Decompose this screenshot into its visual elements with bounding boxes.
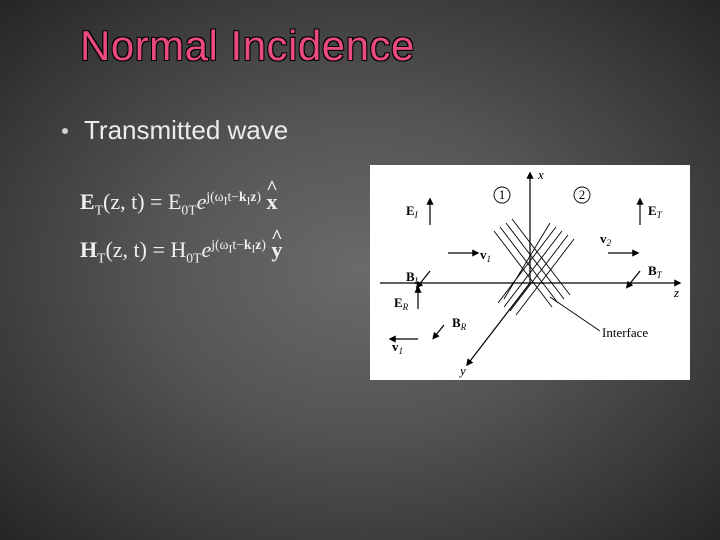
svg-text:BR: BR: [452, 315, 467, 332]
svg-text:ER: ER: [394, 295, 409, 312]
svg-text:BI: BI: [406, 269, 419, 286]
bullet-marker: [62, 128, 68, 134]
svg-text:2: 2: [579, 187, 586, 202]
equation-h-field: HT(z, t) = H0Tej(ωIt−kIz) y: [80, 226, 282, 274]
svg-text:v1: v1: [392, 339, 403, 356]
svg-text:BT: BT: [648, 263, 663, 280]
svg-text:v1: v1: [480, 247, 491, 264]
svg-text:ET: ET: [648, 203, 663, 220]
equation-e-field: ET(z, t) = E0Tej(ωIt−kIz) x: [80, 178, 282, 226]
svg-text:y: y: [458, 363, 466, 378]
svg-text:EI: EI: [406, 203, 419, 220]
svg-text:Interface: Interface: [602, 325, 648, 340]
equations-block: ET(z, t) = E0Tej(ωIt−kIz) x HT(z, t) = H…: [80, 178, 282, 275]
svg-text:x: x: [537, 167, 544, 182]
svg-text:v2: v2: [600, 231, 612, 248]
bullet-item: Transmitted wave: [62, 115, 288, 146]
slide-title: Normal Incidence: [80, 22, 415, 70]
bullet-text: Transmitted wave: [84, 115, 288, 146]
wave-diagram: z x y 1 2 EI v1 BI ER BR v1 ET v2 BT Interface: [370, 165, 690, 380]
svg-text:z: z: [673, 285, 679, 300]
svg-text:1: 1: [499, 187, 506, 202]
